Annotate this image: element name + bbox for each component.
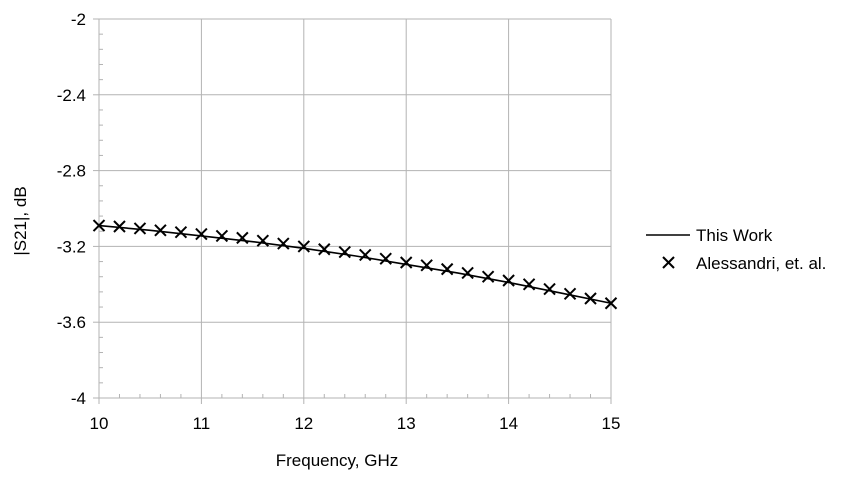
data-point-x-marker xyxy=(318,243,331,256)
marker-stroke xyxy=(113,220,126,233)
data-point-x-marker xyxy=(359,248,372,262)
marker-stroke xyxy=(297,240,311,253)
x-tick-label: 13 xyxy=(397,414,416,433)
marker-stroke xyxy=(543,282,556,296)
marker-stroke xyxy=(584,292,597,305)
marker-stroke xyxy=(236,231,249,245)
y-tick-label: -3.2 xyxy=(57,237,86,256)
legend-label-alessandri: Alessandri, et. al. xyxy=(696,254,826,273)
data-point-x-marker xyxy=(399,256,413,269)
data-point-x-marker xyxy=(154,224,167,237)
data-point-x-marker xyxy=(420,259,433,272)
data-point-x-marker xyxy=(338,245,351,259)
data-point-x-marker xyxy=(174,225,188,239)
marker-stroke xyxy=(399,256,413,269)
data-point-x-marker xyxy=(379,252,392,265)
legend-label-this-work: This Work xyxy=(696,226,773,245)
marker-stroke xyxy=(563,287,577,300)
marker-stroke xyxy=(481,270,495,283)
marker-stroke xyxy=(440,262,454,276)
x-tick-label: 11 xyxy=(193,414,211,433)
legend: This Work Alessandri, et. al. xyxy=(646,226,826,273)
marker-stroke xyxy=(522,278,536,291)
data-point-x-marker xyxy=(543,282,556,296)
y-tick-label: -4 xyxy=(71,389,86,408)
marker-stroke xyxy=(461,266,474,280)
marker-stroke xyxy=(359,248,372,262)
marker-stroke xyxy=(604,297,618,310)
data-point-x-marker xyxy=(297,240,311,253)
axes xyxy=(93,18,612,404)
data-point-x-marker xyxy=(133,222,147,235)
marker-stroke xyxy=(195,227,208,241)
data-point-x-marker xyxy=(522,278,536,291)
series-line-this-work xyxy=(98,224,612,305)
marker-stroke xyxy=(318,243,331,256)
x-tick-label: 14 xyxy=(499,414,518,433)
marker-stroke xyxy=(277,237,290,250)
marker-stroke xyxy=(215,229,229,243)
data-point-x-marker xyxy=(195,227,208,241)
marker-stroke xyxy=(338,245,351,259)
marker-stroke xyxy=(420,259,433,272)
data-point-x-marker xyxy=(277,237,290,250)
marker-stroke xyxy=(256,234,270,247)
marker-stroke xyxy=(502,274,515,287)
marker-stroke xyxy=(92,219,106,232)
x-tick-label: 12 xyxy=(294,414,313,433)
data-point-x-marker xyxy=(236,231,249,245)
x-axis-title: Frequency, GHz xyxy=(276,451,399,470)
y-tick-label: -2 xyxy=(71,10,86,29)
data-point-x-marker xyxy=(481,270,495,283)
grid xyxy=(99,18,612,398)
tick-labels: 10 11 12 13 14 15 -2 -2.4 -2.8 -3.2 -3.6 -4 xyxy=(57,10,621,433)
legend-marker-alessandri xyxy=(662,256,675,269)
y-tick-label: -2.4 xyxy=(57,86,86,105)
data-point-x-marker xyxy=(461,266,474,280)
data-point-x-marker xyxy=(604,297,618,310)
data-point-x-marker xyxy=(584,292,597,305)
marker-stroke xyxy=(379,252,392,265)
y-tick-label: -3.6 xyxy=(57,313,86,332)
data-point-x-marker xyxy=(92,219,106,232)
data-point-x-marker xyxy=(440,262,454,276)
data-point-x-marker xyxy=(502,274,515,287)
marker-stroke xyxy=(133,222,147,235)
y-axis-title: |S21|, dB xyxy=(11,186,30,255)
data-point-x-marker xyxy=(256,234,270,247)
y-tick-label: -2.8 xyxy=(57,162,86,181)
marker-stroke xyxy=(154,224,167,237)
data-point-x-marker xyxy=(215,229,229,243)
plot-area xyxy=(92,219,618,310)
minor-ticks xyxy=(99,33,592,398)
x-tick-label: 15 xyxy=(602,414,621,433)
marker-stroke xyxy=(174,225,188,239)
data-point-x-marker xyxy=(563,287,577,300)
x-tick-label: 10 xyxy=(90,414,109,433)
data-point-x-marker xyxy=(113,220,126,233)
